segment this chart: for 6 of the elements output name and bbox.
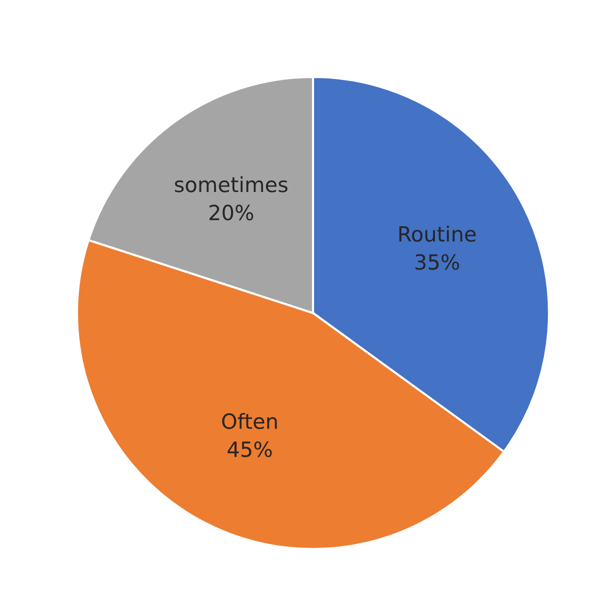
data-label: 20% [210,204,254,220]
data-label: 45% [228,441,272,458]
slice-label: Often [222,412,277,430]
slice-label: Routine [399,226,476,242]
data-label: 35% [416,254,460,270]
slice-label: sometimes [174,176,288,192]
